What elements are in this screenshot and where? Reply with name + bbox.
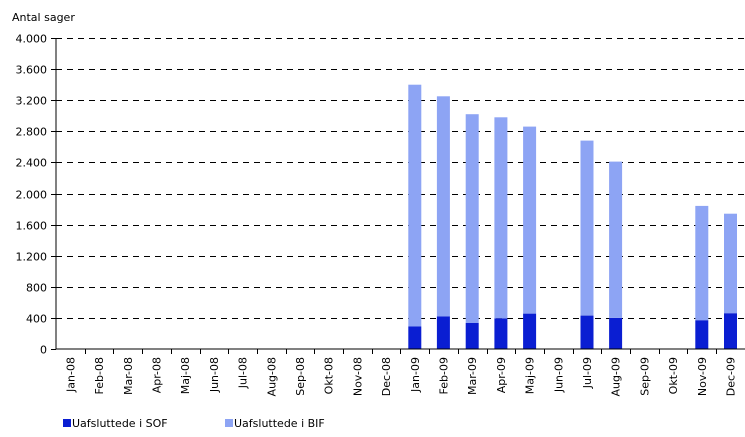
x-tick-label: Sep-09 <box>638 357 651 396</box>
y-tick-label: 4.000 <box>16 33 48 46</box>
x-tick-label: Jun-08 <box>208 357 221 393</box>
x-tick-label: Mar-09 <box>466 357 479 395</box>
legend-swatch-bif <box>225 419 233 427</box>
bar-bif <box>494 117 508 319</box>
bar-sof <box>695 320 709 349</box>
bar-bif <box>436 96 450 317</box>
y-ticks: 0 400 800 1.200 1.600 2.000 2.400 2.800 3.200 3.6… <box>16 33 56 357</box>
x-tick-label: Mar-08 <box>122 357 135 395</box>
y-tick-label: 3.200 <box>16 95 48 108</box>
bar-sof <box>436 316 450 349</box>
y-tick-label: 0 <box>40 344 47 357</box>
bars <box>408 84 737 349</box>
y-axis-title: Antal sager <box>12 11 75 24</box>
x-tick-label: Feb-08 <box>93 357 106 394</box>
bar-sof <box>523 313 537 349</box>
bar-sof <box>609 317 623 349</box>
x-tick-label: Jan-08 <box>64 357 77 393</box>
axes <box>55 38 745 350</box>
bar-bif <box>724 213 737 314</box>
x-tick-label: Okt-08 <box>323 357 336 394</box>
x-tick-label: Nov-09 <box>696 357 709 396</box>
x-tick-label: Maj-09 <box>524 357 537 394</box>
bar-sof <box>465 323 479 349</box>
gridlines <box>56 38 745 319</box>
x-tick-label: Apr-08 <box>150 357 163 393</box>
bar-bif <box>465 114 479 323</box>
bar-bif <box>695 205 709 321</box>
legend-label-sof: Uafsluttede i SOF <box>72 417 168 430</box>
bar-sof <box>408 326 422 349</box>
x-tick-label: Nov-08 <box>351 357 364 396</box>
x-tick-label: Dec-08 <box>380 357 393 396</box>
y-tick-label: 400 <box>26 313 47 326</box>
x-tick-label: Jul-09 <box>581 357 594 389</box>
bar-sof <box>494 318 508 349</box>
bar-sof <box>580 315 594 349</box>
y-tick-label: 2.800 <box>16 126 48 139</box>
bar-bif <box>609 161 623 318</box>
y-tick-label: 2.000 <box>16 189 48 202</box>
y-tick-label: 800 <box>26 282 47 295</box>
x-tick-label: Aug-08 <box>265 357 278 396</box>
x-tick-label: Sep-08 <box>294 357 307 396</box>
x-tick-label: Apr-09 <box>495 357 508 393</box>
legend: Uafsluttede i SOF Uafsluttede i BIF <box>63 417 325 430</box>
bar-sof <box>724 313 737 349</box>
x-tick-label: Feb-09 <box>437 357 450 394</box>
y-tick-label: 1.200 <box>16 251 48 264</box>
x-tick-label: Jun-09 <box>552 357 565 393</box>
x-tick-label: Dec-09 <box>724 357 737 396</box>
x-ticks: Jan-08 Feb-08 Mar-08 Apr-08 Maj-08 Jun-08 Jul-… <box>64 349 737 396</box>
y-tick-label: 3.600 <box>16 64 48 77</box>
y-tick-label: 2.400 <box>16 157 48 170</box>
x-tick-label: Okt-09 <box>667 357 680 394</box>
bar-bif <box>523 126 537 314</box>
x-tick-label: Jan-09 <box>409 357 422 393</box>
legend-label-bif: Uafsluttede i BIF <box>234 417 325 430</box>
legend-swatch-sof <box>63 419 71 427</box>
y-tick-label: 1.600 <box>16 220 48 233</box>
x-tick-label: Aug-09 <box>610 357 623 396</box>
x-tick-label: Jul-08 <box>237 357 250 389</box>
x-tick-label: Maj-08 <box>179 357 192 394</box>
bar-bif <box>408 84 422 327</box>
bar-bif <box>580 140 594 316</box>
